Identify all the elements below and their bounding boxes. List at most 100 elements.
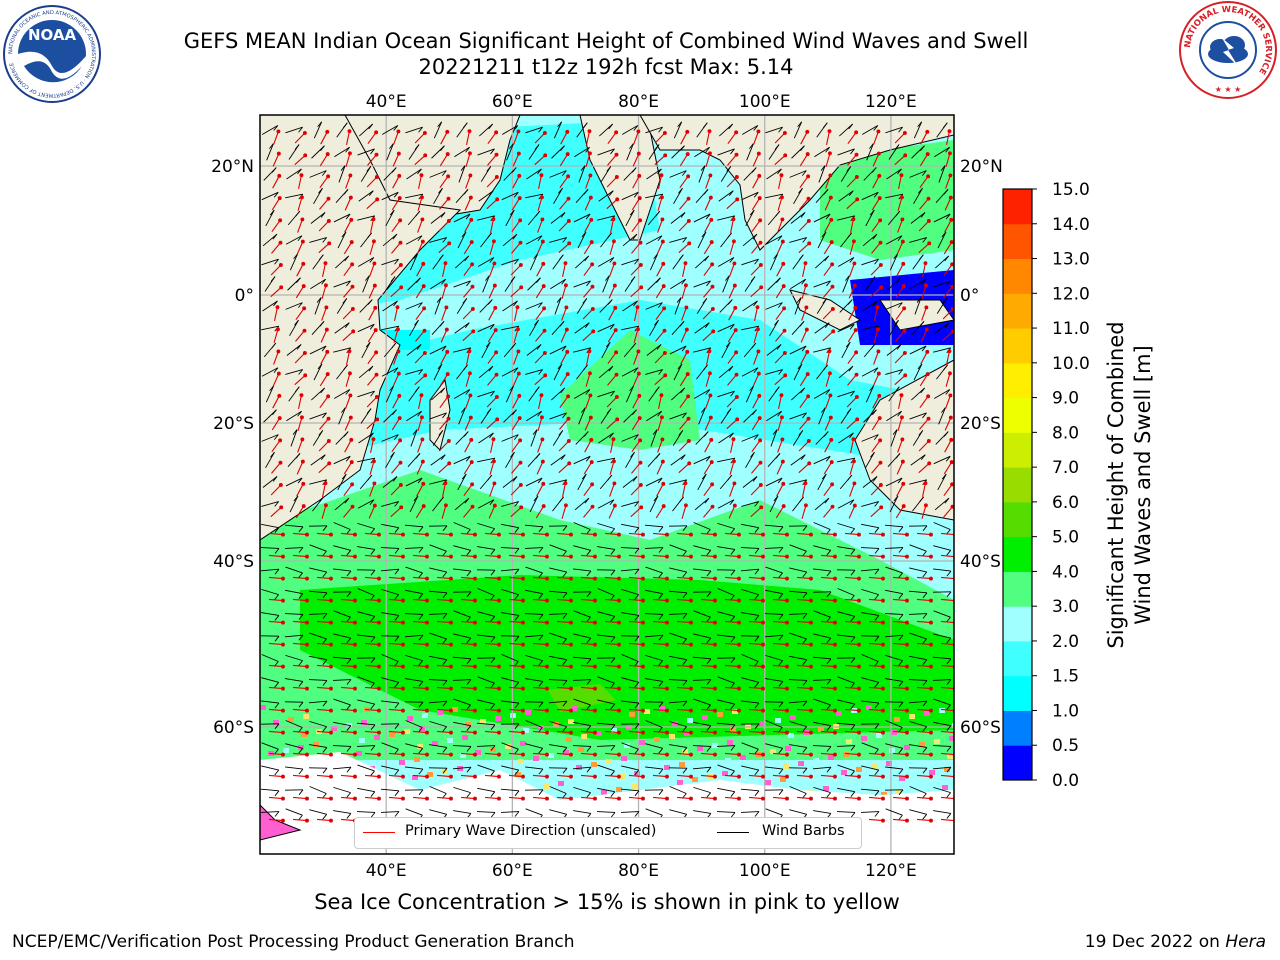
wind-barb-flag [725, 275, 730, 281]
wind-barb [332, 656, 352, 660]
wave-arrow-head [660, 459, 665, 464]
wind-barb [837, 390, 855, 398]
wave-arrow [392, 153, 400, 167]
wind-barb-flag [918, 430, 924, 436]
wind-barb [477, 699, 495, 705]
wind-barb-flag [370, 549, 376, 555]
wind-barb [837, 323, 855, 333]
wind-barb [429, 809, 447, 815]
wave-arrow-head [495, 197, 500, 202]
wind-barb [501, 677, 519, 683]
wave-arrow [871, 197, 881, 211]
wind-barb-flag [730, 148, 735, 155]
wind-barb-flag [466, 570, 472, 577]
wave-arrow-head [353, 598, 357, 603]
wave-arrow-head [684, 327, 689, 332]
wind-barb [597, 257, 615, 267]
wave-arrow [487, 374, 497, 386]
wind-barb-flag [610, 657, 616, 664]
wind-barb-flag [629, 385, 635, 392]
wave-arrow [510, 286, 522, 298]
wave-arrow [584, 219, 592, 233]
wind-barb-flag [726, 408, 732, 414]
wind-barb-flag [634, 769, 640, 776]
wind-barb-flag [390, 276, 396, 282]
wave-arrow-head [470, 262, 475, 267]
wave-arrow-head [689, 554, 693, 559]
wave-arrow-head [377, 576, 381, 581]
wind-barb-flag [802, 680, 808, 686]
sea-ice-cell [952, 723, 954, 728]
wave-arrow [820, 554, 836, 558]
wave-arrow-head [300, 437, 305, 442]
wind-barb-flag [582, 298, 588, 304]
wind-barb-flag [850, 636, 856, 643]
wind-barb [476, 811, 496, 813]
wave-arrow [724, 796, 740, 800]
lat-tick-label-left: 20°S [213, 414, 254, 434]
wave-arrow-head [299, 415, 304, 420]
wave-arrow [604, 620, 620, 624]
wave-arrow-head [350, 284, 355, 289]
wave-arrow-head [881, 708, 885, 713]
wave-arrow [727, 132, 737, 144]
sea-ice-cell [606, 759, 612, 764]
wave-arrow [436, 796, 452, 800]
wave-arrow [580, 730, 596, 734]
wave-arrow-head [905, 818, 909, 823]
wave-arrow-head [587, 151, 592, 156]
colorbar-segment [1003, 258, 1032, 294]
wave-arrow [703, 264, 713, 276]
wind-barb [599, 123, 613, 137]
wave-arrow-head [899, 415, 904, 420]
wave-arrow-head [806, 196, 811, 201]
wind-barb-flag [874, 790, 880, 797]
wave-arrow [778, 175, 782, 189]
wind-barb-flag [826, 679, 832, 685]
wave-arrow-head [929, 686, 933, 691]
wave-arrow [364, 664, 380, 668]
wind-barb [673, 363, 683, 381]
wind-barb-flag [370, 724, 376, 731]
wind-barb-flag [896, 344, 902, 350]
wind-barb [285, 235, 303, 245]
wind-barb-flag [727, 474, 733, 481]
wave-arrow [436, 730, 452, 734]
lon-tick-label-bottom: 120°E [865, 861, 917, 881]
wave-arrow-head [925, 129, 930, 134]
wave-arrow-head [905, 576, 909, 581]
wind-barb [308, 700, 328, 704]
wind-barb-flag [490, 148, 495, 155]
wave-arrow-head [949, 240, 954, 245]
wind-barb [622, 233, 638, 247]
wind-barb-flag [821, 473, 827, 480]
wind-barb [404, 613, 424, 615]
wave-arrow [268, 532, 284, 536]
wind-barb [693, 633, 711, 639]
wave-arrow [268, 730, 284, 734]
wind-barb-flag [824, 255, 830, 262]
wind-barb-flag [749, 209, 755, 216]
wave-arrow [489, 241, 495, 255]
wave-arrow [822, 330, 834, 342]
wave-arrow [871, 220, 881, 232]
wind-barb-flag [874, 811, 880, 817]
wind-barb [841, 341, 851, 359]
wave-arrow-head [731, 437, 736, 442]
wave-arrow [536, 461, 544, 475]
wave-arrow-head [569, 752, 573, 757]
wave-arrow-head [902, 351, 907, 355]
wave-arrow-head [878, 483, 883, 487]
wind-barb-flag [418, 789, 424, 796]
sea-ice-cell [679, 762, 685, 767]
wave-arrow-head [923, 503, 928, 508]
wave-arrow [295, 285, 305, 299]
wind-barb [909, 720, 927, 728]
wind-barb-flag [658, 572, 663, 579]
wind-barb-flag [270, 451, 275, 458]
wave-arrow [272, 175, 280, 189]
wind-barb [645, 808, 663, 816]
wind-barb-flag [464, 255, 470, 262]
wind-barb [478, 365, 494, 379]
wave-arrow [412, 576, 428, 580]
